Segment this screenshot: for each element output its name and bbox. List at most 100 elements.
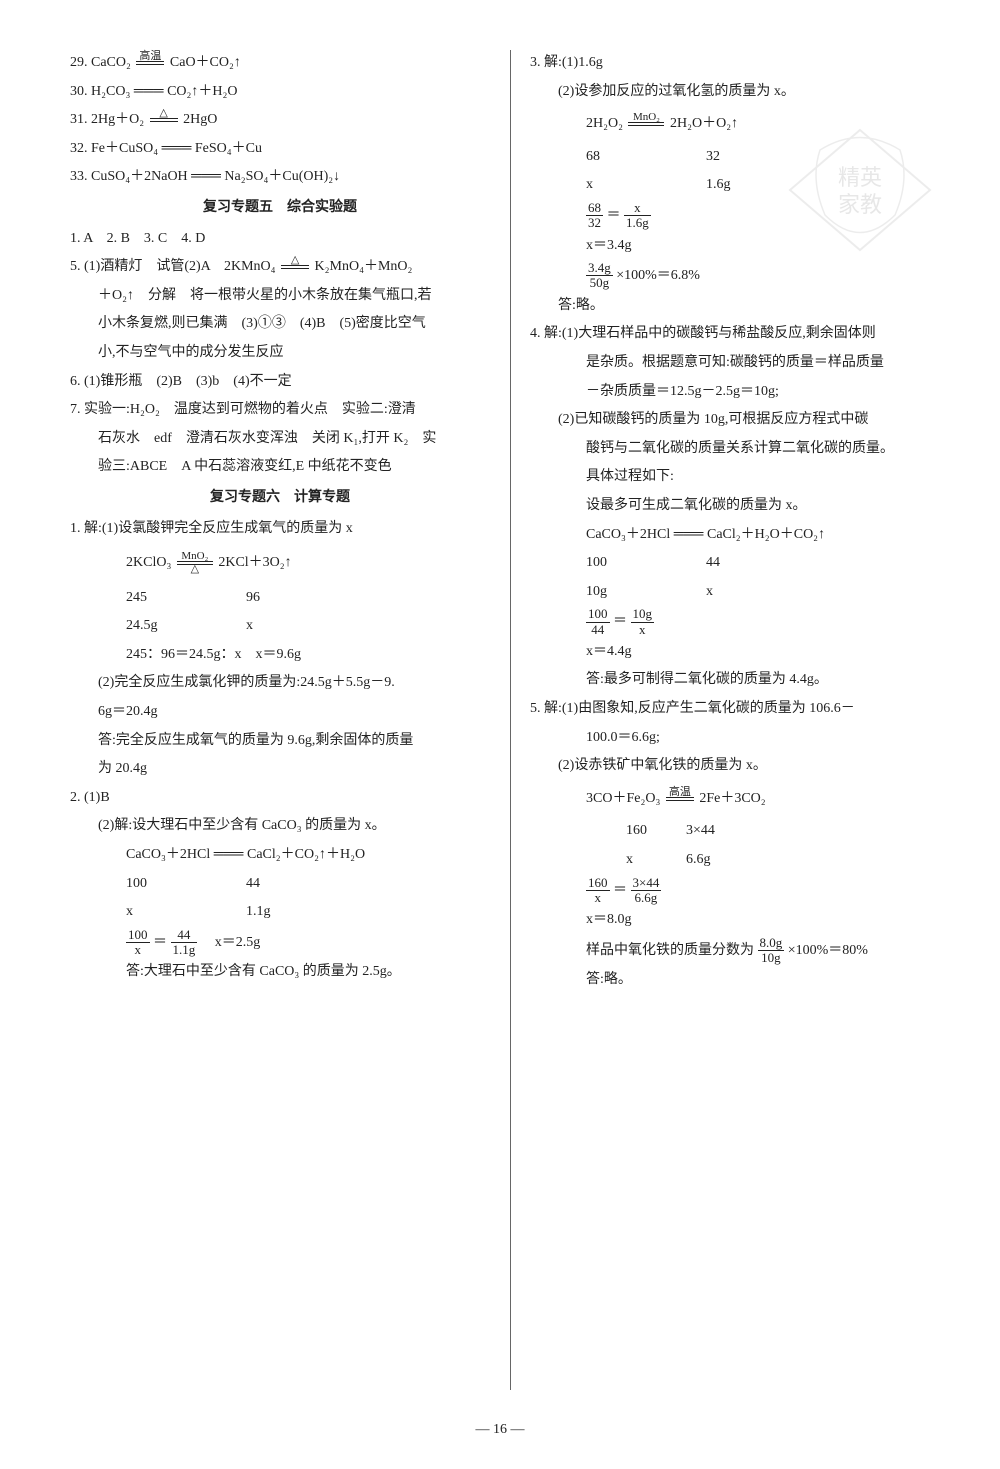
q-num: 29. xyxy=(70,55,88,70)
num: 44 xyxy=(171,928,198,943)
q-num: 33. xyxy=(70,169,88,184)
q29: 29. CaCO₂ 高温 CaO＋CO₂↑ xyxy=(70,50,490,77)
den: x xyxy=(586,891,610,905)
c1-p6: 为 20.4g xyxy=(70,756,490,783)
c1-p5: 答:完全反应生成氧气的质量为 9.6g,剩余固体的质量 xyxy=(70,728,490,755)
num: x xyxy=(624,201,651,216)
c3-f1: 6832 ＝ x1.6g xyxy=(530,201,950,231)
val: 68 xyxy=(586,144,706,171)
val: x xyxy=(246,613,253,640)
c1-p3: (2)完全反应生成氯化钾的质量为:24.5g＋5.5g－9. xyxy=(70,670,490,697)
den: 10g xyxy=(758,951,785,965)
c3-r1: 6832 xyxy=(530,144,950,171)
condition: △ xyxy=(177,559,213,580)
q5-p2: ＋O₂↑ 分解 将一根带火星的小木条放在集气瓶口,若 xyxy=(70,283,490,310)
q5-p4: 小,不与空气中的成分发生反应 xyxy=(70,340,490,367)
q32: 32. Fe＋CuSO₄ ═══ FeSO₄＋Cu xyxy=(70,136,490,163)
den: 1.6g xyxy=(624,216,651,230)
num: 8.0g xyxy=(758,936,785,951)
eq-text: Fe＋CuSO₄ ═══ FeSO₄＋Cu xyxy=(91,141,262,156)
val: 3×44 xyxy=(686,818,715,845)
ans5-mc: 1. A 2. B 3. C 4. D xyxy=(70,226,490,253)
eq-lhs: CaCO₂ xyxy=(91,55,131,70)
val: 245 xyxy=(126,585,246,612)
c1-p2: 245：96＝24.5g：x x＝9.6g xyxy=(70,642,490,669)
q-num: 31. xyxy=(70,112,88,127)
c1-r2: 24.5gx xyxy=(70,613,490,640)
c3-p1: 3. 解:(1)1.6g xyxy=(530,50,950,77)
fraction: 10gx xyxy=(631,607,655,637)
val: 160 xyxy=(586,818,686,845)
c5-p3: (2)设赤铁矿中氧化铁的质量为 x。 xyxy=(530,753,950,780)
eq-text: CuSO₄＋2NaOH ═══ Na₂SO₄＋Cu(OH)₂↓ xyxy=(91,169,340,184)
num: 68 xyxy=(586,201,603,216)
den: 32 xyxy=(586,216,603,230)
c2-eq: CaCO₃＋2HCl ═══ CaCl₂＋CO₂↑＋H₂O xyxy=(70,842,490,869)
val: 100 xyxy=(126,871,246,898)
heading-topic6: 复习专题六 计算专题 xyxy=(70,485,490,512)
c2-p3: 答:大理石中至少含有 CaCO₃ 的质量为 2.5g。 xyxy=(70,959,490,986)
c4-eq: CaCO₃＋2HCl ═══ CaCl₂＋H₂O＋CO₂↑ xyxy=(530,522,950,549)
val: x xyxy=(586,172,706,199)
reaction-arrow: △ xyxy=(281,265,309,269)
q6: 6. (1)锥形瓶 (2)B (3)b (4)不一定 xyxy=(70,369,490,396)
den: 1.1g xyxy=(171,943,198,957)
c1-p1: 1. 解:(1)设氯酸钾完全反应生成氧气的质量为 x xyxy=(70,516,490,543)
c5-r1: 1603×44 xyxy=(530,818,950,845)
reaction-arrow: 高温 xyxy=(666,797,694,801)
eq-rhs: CaO＋CO₂↑ xyxy=(170,55,241,70)
val: 100 xyxy=(586,550,706,577)
den: x xyxy=(126,943,150,957)
text: 样品中氧化铁的质量分数为 xyxy=(586,943,754,958)
c5-p4: x＝8.0g xyxy=(530,907,950,934)
eq-rhs: 2KCl＋3O₂↑ xyxy=(218,555,291,570)
q7-p2: 石灰水 edf 澄清石灰水变浑浊 关闭 K₁,打开 K₂ 实 xyxy=(70,426,490,453)
c3-p4: 答:略。 xyxy=(530,293,950,320)
page-content: 29. CaCO₂ 高温 CaO＋CO₂↑ 30. H₂CO₃ ═══ CO₂↑… xyxy=(70,50,950,1390)
text: 5. (1)酒精灯 试管(2)A 2KMnO₄ xyxy=(70,259,276,274)
fraction: x1.6g xyxy=(624,201,651,231)
val: 32 xyxy=(706,144,720,171)
c2-r2: x1.1g xyxy=(70,899,490,926)
c4-p1: 4. 解:(1)大理石样品中的碳酸钙与稀盐酸反应,剩余固体则 xyxy=(530,321,950,348)
q33: 33. CuSO₄＋2NaOH ═══ Na₂SO₄＋Cu(OH)₂↓ xyxy=(70,164,490,191)
q-num: 30. xyxy=(70,84,88,99)
c5-frac: 160x ＝ 3×446.6g xyxy=(530,876,950,906)
eq-text: H₂CO₃ ═══ CO₂↑＋H₂O xyxy=(91,84,238,99)
val: 44 xyxy=(246,871,260,898)
c2-frac: 100x ＝ 441.1g x＝2.5g xyxy=(70,928,490,958)
fraction: 6832 xyxy=(586,201,603,231)
num: 100 xyxy=(586,607,610,622)
c1-eq: 2KClO₃ MnO₂ △ 2KCl＋3O₂↑ xyxy=(70,550,490,577)
c5-p5: 样品中氧化铁的质量分数为 8.0g10g ×100%＝80% xyxy=(530,936,950,966)
q5-p1: 5. (1)酒精灯 试管(2)A 2KMnO₄ △ K₂MnO₄＋MnO₂ xyxy=(70,254,490,281)
fraction: 160x xyxy=(586,876,610,906)
val: 1.1g xyxy=(246,899,271,926)
den: 44 xyxy=(586,623,610,637)
eq-lhs: 3CO＋Fe₂O₃ xyxy=(586,791,660,806)
c3-r2: x1.6g xyxy=(530,172,950,199)
result: ×100%＝6.8% xyxy=(616,268,700,283)
c1-p4: 6g＝20.4g xyxy=(70,699,490,726)
c4-frac: 10044 ＝ 10gx xyxy=(530,607,950,637)
c5-p1: 5. 解:(1)由图象知,反应产生二氧化碳的质量为 106.6－ xyxy=(530,696,950,723)
val: x xyxy=(126,899,246,926)
c4-p3: －杂质质量＝12.5g－2.5g＝10g; xyxy=(530,379,950,406)
val: 24.5g xyxy=(126,613,246,640)
fraction: 3×446.6g xyxy=(631,876,662,906)
condition: 高温 xyxy=(666,782,694,803)
c2-p2: (2)解:设大理石中至少含有 CaCO₃ 的质量为 x。 xyxy=(70,813,490,840)
den: 6.6g xyxy=(631,891,662,905)
val: x xyxy=(586,847,686,874)
c5-p6: 答:略。 xyxy=(530,967,950,994)
solution: x＝2.5g xyxy=(215,935,261,950)
val: 44 xyxy=(706,550,720,577)
val: 1.6g xyxy=(706,172,731,199)
condition: △ xyxy=(281,250,309,271)
page-number: — 16 — xyxy=(0,1417,1000,1444)
den: 50g xyxy=(586,276,613,290)
c3-p3: x＝3.4g xyxy=(530,233,950,260)
eq-lhs: 2KClO₃ xyxy=(126,555,171,570)
c5-eq: 3CO＋Fe₂O₃ 高温 2Fe＋3CO₂ xyxy=(530,786,950,813)
catalyst: MnO₂ xyxy=(628,107,664,128)
